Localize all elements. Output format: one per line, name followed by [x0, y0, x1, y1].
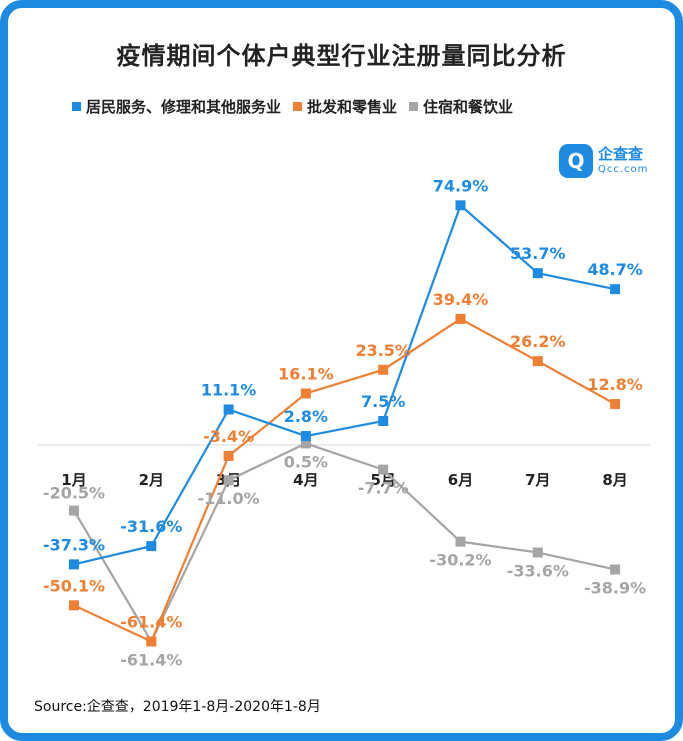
x-tick-label: 8月 — [602, 471, 627, 489]
legend-item-wholesale-retail: 批发和零售业 — [293, 96, 397, 117]
series-line-residential-services — [73, 204, 616, 566]
data-point-residential-services — [532, 268, 543, 279]
data-point-accommodation-catering — [378, 464, 389, 475]
data-label-residential-services: 7.5% — [361, 392, 405, 411]
data-label-accommodation-catering: -38.9% — [584, 578, 646, 597]
data-point-wholesale-retail — [455, 313, 466, 324]
x-tick-label: 1月 — [61, 471, 86, 489]
data-label-accommodation-catering: -7.7% — [358, 479, 409, 498]
x-tick-label: 7月 — [525, 471, 550, 489]
data-label-accommodation-catering: -11.0% — [198, 489, 260, 508]
data-point-residential-services — [378, 416, 389, 426]
x-tick-label: 2月 — [139, 471, 164, 489]
source-note: Source:企查查，2019年1-8月-2020年1-8月 — [34, 699, 321, 715]
qcc-logo-name: 企查查 — [598, 145, 644, 163]
data-point-residential-services — [146, 541, 157, 552]
data-point-wholesale-retail — [223, 450, 234, 461]
data-point-residential-services — [223, 404, 234, 415]
legend-swatch-residential-services — [72, 102, 81, 111]
data-label-residential-services: 53.7% — [510, 244, 566, 263]
data-point-wholesale-retail — [69, 600, 79, 611]
data-label-accommodation-catering: 0.5% — [284, 452, 328, 471]
legend-swatch-wholesale-retail — [293, 102, 303, 111]
data-label-wholesale-retail: -3.4% — [203, 427, 254, 446]
data-label-residential-services: 11.1% — [201, 380, 257, 399]
data-label-residential-services: 2.8% — [284, 407, 328, 426]
legend-swatch-accommodation-catering — [409, 102, 419, 111]
data-point-residential-services — [455, 200, 466, 211]
data-point-accommodation-catering — [223, 475, 234, 486]
data-label-accommodation-catering: -33.6% — [507, 562, 569, 581]
data-label-residential-services: -37.3% — [43, 535, 105, 554]
data-label-residential-services: -31.6% — [120, 517, 182, 536]
chart-legend: 居民服务、修理和其他服务业 批发和零售业 住宿和餐饮业 — [72, 96, 525, 117]
data-point-wholesale-retail — [300, 388, 311, 399]
legend-item-residential-services: 居民服务、修理和其他服务业 — [72, 96, 281, 117]
data-label-accommodation-catering: -30.2% — [429, 551, 491, 570]
legend-label-wholesale-retail: 批发和零售业 — [307, 98, 398, 116]
data-label-residential-services: 48.7% — [587, 260, 643, 279]
x-tick-label: 6月 — [448, 471, 473, 489]
data-label-accommodation-catering: -20.5% — [43, 484, 105, 503]
data-label-wholesale-retail: 23.5% — [355, 341, 411, 360]
data-label-wholesale-retail: -50.1% — [43, 576, 105, 595]
legend-label-accommodation-catering: 住宿和餐饮业 — [423, 98, 514, 116]
data-label-wholesale-retail: 26.2% — [510, 332, 566, 351]
data-point-residential-services — [69, 559, 79, 570]
data-point-wholesale-retail — [532, 356, 543, 367]
x-tick-label: 4月 — [293, 471, 318, 489]
data-point-wholesale-retail — [610, 399, 621, 410]
chart-title: 疫情期间个体户典型行业注册量同比分析 — [116, 42, 567, 70]
qcc-logo-domain: Qcc.com — [598, 164, 649, 175]
data-point-accommodation-catering — [455, 536, 466, 547]
data-label-wholesale-retail: 39.4% — [433, 290, 489, 309]
data-label-wholesale-retail: 16.1% — [278, 364, 334, 383]
data-label-accommodation-catering: -61.4% — [120, 650, 182, 669]
qcc-logo-icon: Q — [559, 144, 593, 178]
data-point-residential-services — [300, 431, 311, 442]
data-point-wholesale-retail — [378, 364, 389, 375]
data-point-residential-services — [610, 284, 621, 295]
data-label-wholesale-retail: -61.4% — [120, 612, 182, 631]
legend-item-accommodation-catering: 住宿和餐饮业 — [409, 96, 513, 117]
qcc-logo: Q 企查查 Qcc.com — [559, 144, 648, 178]
data-point-accommodation-catering — [300, 438, 311, 449]
data-point-accommodation-catering — [532, 547, 543, 558]
data-label-wholesale-retail: 12.8% — [587, 375, 643, 394]
legend-label-residential-services: 居民服务、修理和其他服务业 — [86, 98, 282, 116]
series-line-accommodation-catering — [73, 442, 616, 643]
data-point-accommodation-catering — [69, 505, 79, 516]
qcc-logo-text: 企查查 Qcc.com — [598, 147, 648, 175]
data-label-residential-services: 74.9% — [433, 176, 489, 195]
data-point-wholesale-retail — [146, 636, 157, 647]
series-line-wholesale-retail — [73, 317, 616, 643]
data-point-accommodation-catering — [610, 564, 621, 575]
